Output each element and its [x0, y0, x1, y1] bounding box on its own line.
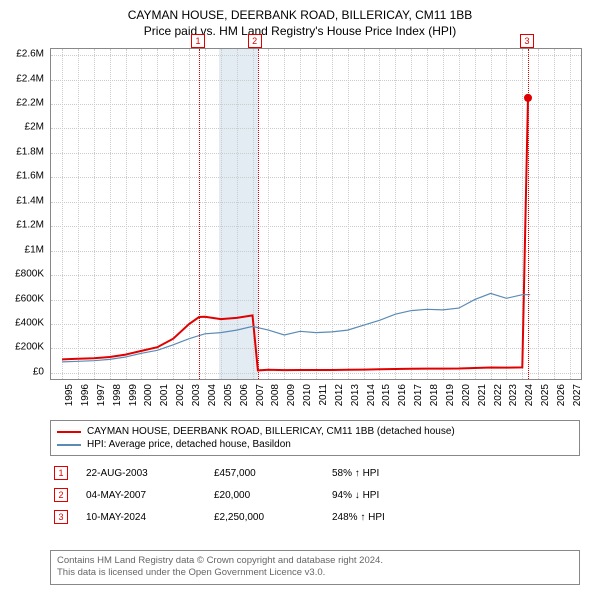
x-axis-label: 2023	[508, 384, 519, 406]
x-axis-label: 2016	[397, 384, 408, 406]
footer-attribution: Contains HM Land Registry data © Crown c…	[50, 550, 580, 585]
legend-label: CAYMAN HOUSE, DEERBANK ROAD, BILLERICAY,…	[87, 426, 455, 437]
chart-container: CAYMAN HOUSE, DEERBANK ROAD, BILLERICAY,…	[0, 0, 600, 590]
x-axis-label: 2018	[429, 384, 440, 406]
x-axis-label: 2005	[223, 384, 234, 406]
x-axis-label: 2001	[159, 384, 170, 406]
event-price: £20,000	[214, 490, 314, 501]
x-axis-label: 1995	[64, 384, 75, 406]
event-row: 1 22-AUG-2003 £457,000 58% ↑ HPI	[50, 462, 580, 484]
event-row: 2 04-MAY-2007 £20,000 94% ↓ HPI	[50, 484, 580, 506]
x-axis-label: 2007	[255, 384, 266, 406]
plot-region	[50, 48, 582, 380]
event-marker-icon: 1	[54, 466, 68, 480]
legend-item: HPI: Average price, detached house, Basi…	[57, 438, 573, 451]
event-pct: 58% ↑ HPI	[332, 468, 442, 479]
legend-swatch	[57, 431, 81, 433]
event-price: £2,250,000	[214, 512, 314, 523]
x-axis-label: 2020	[461, 384, 472, 406]
title-line-2: Price paid vs. HM Land Registry's House …	[0, 24, 600, 40]
footer-line-2: This data is licensed under the Open Gov…	[57, 567, 573, 579]
event-pct: 94% ↓ HPI	[332, 490, 442, 501]
y-axis-label: £600K	[15, 293, 44, 304]
x-axis-label: 1998	[112, 384, 123, 406]
event-date: 04-MAY-2007	[86, 490, 196, 501]
x-axis-label: 2017	[413, 384, 424, 406]
y-axis-label: £1.4M	[16, 195, 44, 206]
x-axis-label: 2009	[286, 384, 297, 406]
y-axis-label: £2.2M	[16, 98, 44, 109]
y-axis-label: £0	[33, 366, 44, 377]
footer-line-1: Contains HM Land Registry data © Crown c…	[57, 555, 573, 567]
x-axis-label: 2021	[477, 384, 488, 406]
y-axis-label: £1.8M	[16, 146, 44, 157]
y-axis-label: £2M	[25, 122, 44, 133]
legend-item: CAYMAN HOUSE, DEERBANK ROAD, BILLERICAY,…	[57, 425, 573, 438]
x-axis-label: 2024	[524, 384, 535, 406]
event-marker-2: 2	[248, 34, 262, 48]
event-vline	[258, 49, 259, 379]
x-axis-label: 2012	[334, 384, 345, 406]
x-axis-label: 2027	[572, 384, 583, 406]
y-axis-label: £2.4M	[16, 73, 44, 84]
event-marker-icon: 3	[54, 510, 68, 524]
x-axis-label: 2006	[239, 384, 250, 406]
line-layer	[51, 49, 581, 379]
series-hpi	[62, 293, 530, 362]
x-axis-label: 2002	[175, 384, 186, 406]
x-axis-label: 2003	[191, 384, 202, 406]
y-axis-label: £1M	[25, 244, 44, 255]
x-axis-label: 1997	[96, 384, 107, 406]
event-price: £457,000	[214, 468, 314, 479]
legend: CAYMAN HOUSE, DEERBANK ROAD, BILLERICAY,…	[50, 420, 580, 456]
x-axis-label: 2010	[302, 384, 313, 406]
y-axis-label: £1.2M	[16, 220, 44, 231]
x-axis-label: 2013	[350, 384, 361, 406]
event-vline	[528, 49, 529, 379]
x-axis-label: 2008	[270, 384, 281, 406]
series-property	[62, 98, 528, 371]
y-axis-label: £800K	[15, 269, 44, 280]
x-axis-label: 2015	[381, 384, 392, 406]
x-axis-label: 2026	[556, 384, 567, 406]
y-axis-label: £1.6M	[16, 171, 44, 182]
x-axis-label: 1996	[80, 384, 91, 406]
x-axis-label: 2025	[540, 384, 551, 406]
event-date: 22-AUG-2003	[86, 468, 196, 479]
x-axis-label: 2014	[366, 384, 377, 406]
event-vline	[199, 49, 200, 379]
legend-swatch	[57, 444, 81, 446]
event-marker-icon: 2	[54, 488, 68, 502]
chart-title: CAYMAN HOUSE, DEERBANK ROAD, BILLERICAY,…	[0, 0, 600, 39]
x-axis-label: 2011	[318, 384, 329, 406]
legend-label: HPI: Average price, detached house, Basi…	[87, 439, 291, 450]
event-row: 3 10-MAY-2024 £2,250,000 248% ↑ HPI	[50, 506, 580, 528]
events-table: 1 22-AUG-2003 £457,000 58% ↑ HPI 2 04-MAY-200…	[50, 462, 580, 528]
y-axis-label: £2.6M	[16, 49, 44, 60]
x-axis-label: 1999	[128, 384, 139, 406]
x-axis-label: 2000	[143, 384, 154, 406]
y-axis-label: £200K	[15, 342, 44, 353]
x-axis-label: 2004	[207, 384, 218, 406]
title-line-1: CAYMAN HOUSE, DEERBANK ROAD, BILLERICAY,…	[0, 8, 600, 24]
event-pct: 248% ↑ HPI	[332, 512, 442, 523]
y-axis-label: £400K	[15, 318, 44, 329]
x-axis-label: 2019	[445, 384, 456, 406]
event-date: 10-MAY-2024	[86, 512, 196, 523]
chart-area: £0£200K£400K£600K£800K£1M£1.2M£1.4M£1.6M…	[50, 48, 580, 378]
event-marker-1: 1	[191, 34, 205, 48]
event-marker-3: 3	[520, 34, 534, 48]
x-axis-label: 2022	[493, 384, 504, 406]
